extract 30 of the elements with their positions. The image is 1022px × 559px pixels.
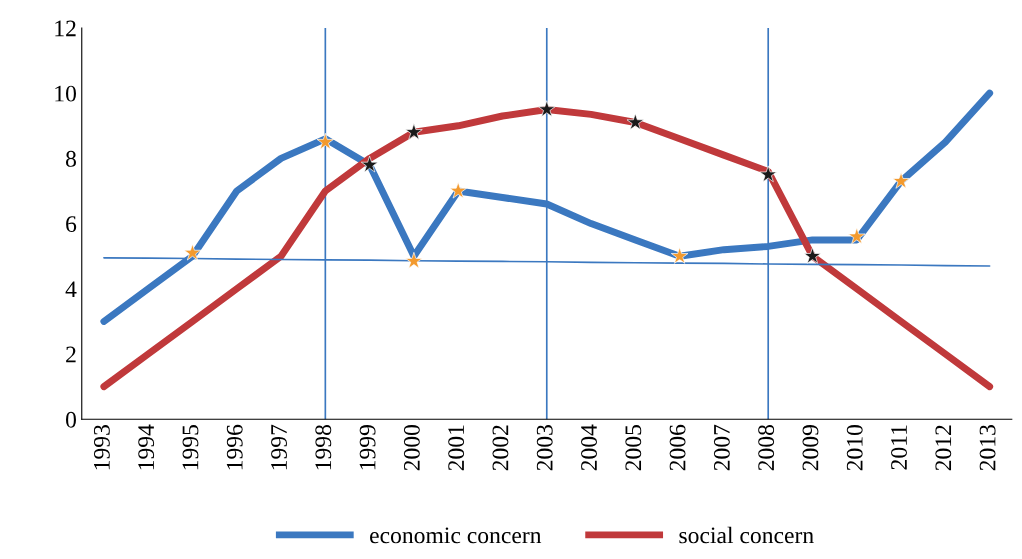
y-tick-label: 2 [66,346,76,363]
x-tick-label: 2004 [581,424,597,471]
legend-label: social concern [679,526,814,544]
x-tick-label: 2006 [669,424,686,471]
y-tick-label: 6 [66,216,77,233]
x-tick-label: 2003 [536,425,553,471]
legend-label: economic concern [370,527,542,544]
x-tick-label: 2001 [448,425,465,471]
x-tick-label: 2008 [758,425,775,471]
x-tick-label: 1993 [93,425,110,470]
x-tick-label: 2007 [713,424,730,471]
x-tick-label: 2000 [403,425,420,471]
y-tick-label: 0 [65,411,76,428]
x-tick-label: 2005 [625,425,642,471]
x-tick-label: 1999 [359,425,376,470]
x-tick-label: 1994 [138,424,155,470]
y-tick-label: 12 [55,20,76,37]
x-tick-label: 2002 [492,425,509,471]
x-tick-label: 2012 [935,425,952,471]
y-tick-label: 10 [55,85,76,102]
x-tick-label: 1996 [226,424,243,470]
y-tick-label: 4 [65,281,77,298]
x-tick-label: 2011 [891,425,907,470]
x-tick-label: 2010 [846,425,863,471]
x-tick-label: 1997 [271,424,287,470]
y-tick-label: 8 [65,150,76,167]
x-tick-label: 2013 [979,425,996,471]
x-tick-label: 2009 [802,425,819,471]
x-tick-label: 1998 [315,425,332,470]
x-tick-label: 1995 [182,425,199,470]
